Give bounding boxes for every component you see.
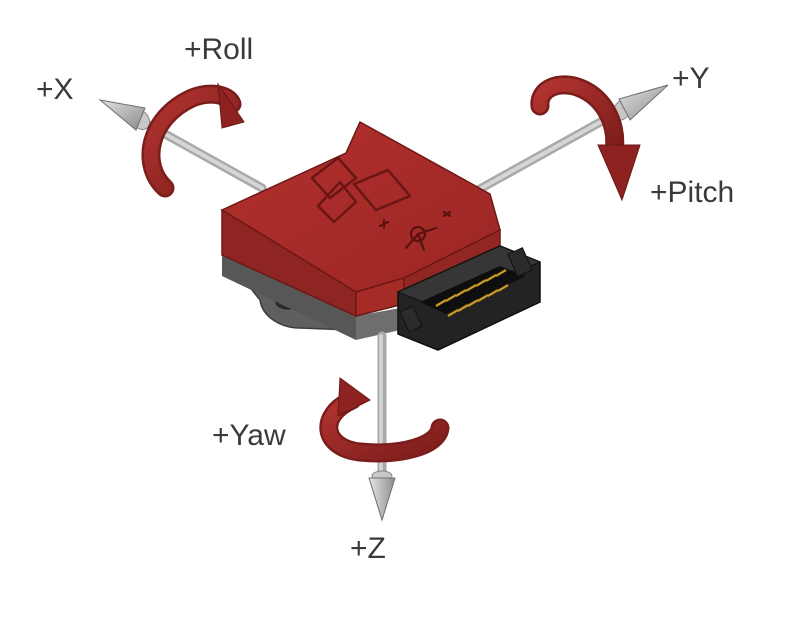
label-x: +X: [36, 73, 74, 106]
roll-arrow: [141, 82, 245, 198]
y-axis-cone: [618, 84, 669, 121]
stylized-triangles-logo: [310, 156, 412, 224]
yaw-arrowhead: [337, 377, 371, 417]
pitch-arrowhead: [597, 144, 641, 202]
connector-slot: [420, 266, 526, 314]
y-axis: [473, 84, 669, 195]
pitch-arrow: [530, 75, 641, 202]
x-axis-cone: [98, 99, 146, 131]
label-z: +Z: [350, 532, 386, 565]
connector: [396, 245, 542, 351]
roll-arrowhead: [217, 82, 245, 129]
label-y: +Y: [672, 62, 710, 95]
connector-pins: [435, 269, 509, 317]
z-axis-cone: [368, 477, 396, 522]
x-y-axis-mark: [378, 210, 452, 252]
label-roll: +Roll: [184, 33, 253, 66]
label-yaw: +Yaw: [212, 419, 286, 452]
yaw-arrow: [319, 377, 450, 463]
z-axis-tip: [368, 470, 396, 522]
label-pitch: +Pitch: [650, 176, 734, 209]
